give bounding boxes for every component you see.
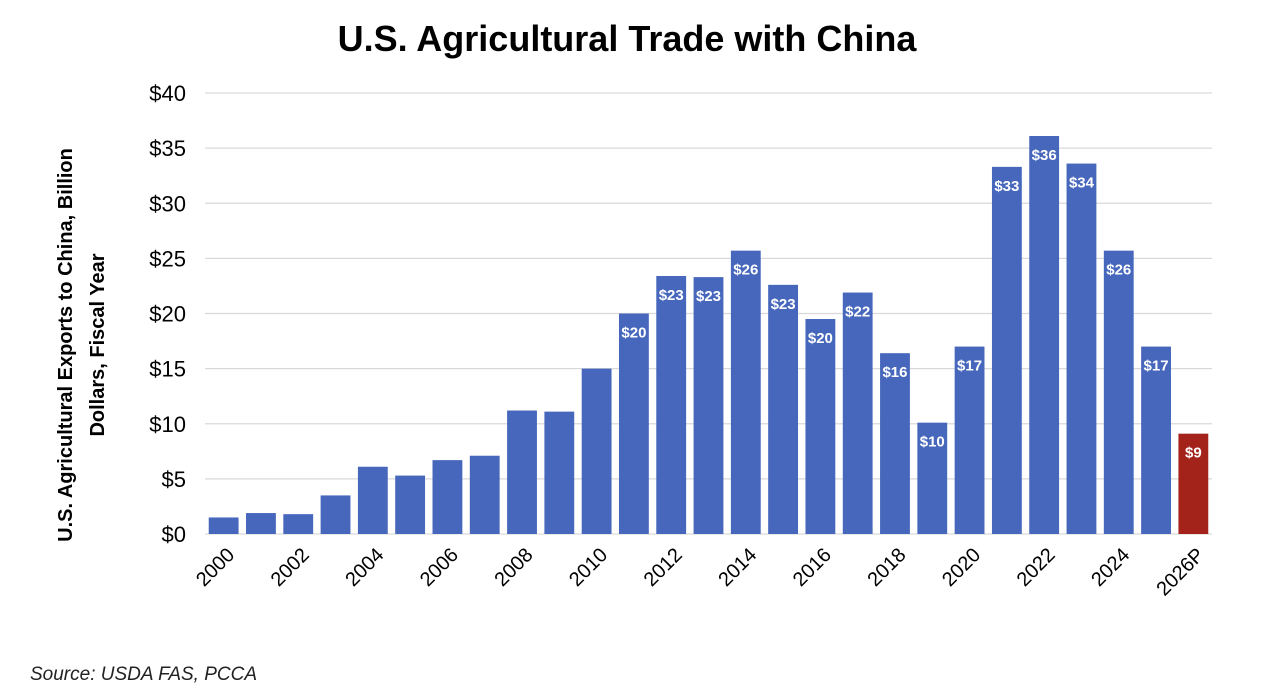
x-tick-label: 2020 <box>938 544 985 591</box>
x-tick-label: 2024 <box>1087 544 1134 591</box>
x-tick-label: 2008 <box>491 544 538 591</box>
data-label: $36 <box>1032 147 1057 164</box>
y-axis-title-line-1: U.S. Agricultural Exports to China, Bill… <box>55 148 77 542</box>
data-label: $34 <box>1069 175 1095 192</box>
x-tick-label: 2000 <box>192 544 239 591</box>
bar-2002 <box>283 514 314 534</box>
data-labels: $20 $23 $23 $26 $23 $20 $22 $16 $10 $17 $33 $36 $34 $… <box>621 147 1201 462</box>
bar-2014 <box>730 250 761 534</box>
data-label: $20 <box>808 330 833 347</box>
x-tick-label: 2026P <box>1152 544 1208 600</box>
bar-2013 <box>693 277 724 534</box>
y-tick-label: $5 <box>162 467 186 492</box>
y-tick-label: $10 <box>149 412 186 437</box>
bar-2012 <box>656 276 687 534</box>
bar-2021 <box>991 166 1022 534</box>
bar-2019 <box>917 422 948 534</box>
y-axis-title-line-2: Dollars, Fiscal Year <box>87 253 109 436</box>
data-label: $23 <box>696 288 721 305</box>
x-tick-label: 2006 <box>416 544 463 591</box>
y-tick-label: $0 <box>162 522 186 547</box>
x-tick-label: 2002 <box>267 544 314 591</box>
data-label: $23 <box>659 287 684 304</box>
data-label: $26 <box>1106 262 1131 279</box>
y-axis-ticks: $0 $5 $10 $15 $20 $25 $30 $35 $40 <box>149 81 186 547</box>
y-tick-label: $15 <box>149 357 186 382</box>
data-label: $22 <box>845 304 870 321</box>
data-label: $17 <box>957 358 982 375</box>
bar-2010 <box>581 368 612 534</box>
data-label: $10 <box>920 434 945 451</box>
x-tick-label: 2004 <box>341 544 388 591</box>
chart-title: U.S. Agricultural Trade with China <box>337 18 917 59</box>
x-tick-label: 2012 <box>640 544 687 591</box>
x-tick-label: 2016 <box>789 544 836 591</box>
y-tick-label: $25 <box>149 246 186 271</box>
bar-2007 <box>469 455 500 534</box>
bars <box>208 135 1209 534</box>
bar-2020 <box>954 346 985 534</box>
y-tick-label: $40 <box>149 81 186 106</box>
data-label: $16 <box>882 364 907 381</box>
x-axis-ticks: 2000 2002 2004 2006 2008 2010 2012 2014 2016 2018… <box>192 544 1209 600</box>
data-label: $33 <box>994 178 1019 195</box>
bar-2001 <box>246 513 276 534</box>
bar-2026P <box>1178 433 1209 534</box>
y-axis-title: U.S. Agricultural Exports to China, Bill… <box>55 148 109 542</box>
y-tick-label: $35 <box>149 136 186 161</box>
y-tick-label: $30 <box>149 191 186 216</box>
data-label: $26 <box>733 262 758 279</box>
bar-2000 <box>208 517 239 534</box>
x-tick-label: 2014 <box>714 544 761 591</box>
bar-2009 <box>544 411 575 534</box>
bar-2023 <box>1066 163 1097 534</box>
data-label: $20 <box>621 325 646 342</box>
bar-2016 <box>805 319 836 534</box>
source-note: Source: USDA FAS, PCCA <box>30 664 258 685</box>
data-label: $23 <box>771 296 796 313</box>
data-label: $17 <box>1144 358 1169 375</box>
bar-2018 <box>880 353 910 534</box>
bar-2008 <box>507 410 537 534</box>
bar-2015 <box>768 284 799 534</box>
x-tick-label: 2022 <box>1013 544 1060 591</box>
bar-2006 <box>432 460 463 534</box>
bar-2025 <box>1141 346 1171 534</box>
data-label: $9 <box>1185 445 1202 462</box>
x-tick-label: 2010 <box>565 544 612 591</box>
bar-2024 <box>1103 250 1134 534</box>
bar-2011 <box>618 313 649 534</box>
bar-2005 <box>395 475 426 534</box>
x-tick-label: 2018 <box>863 544 910 591</box>
bar-2004 <box>357 466 388 534</box>
bar-2003 <box>320 495 351 534</box>
bar-2022 <box>1029 135 1060 534</box>
y-tick-label: $20 <box>149 302 186 327</box>
bar-2017 <box>842 292 873 534</box>
